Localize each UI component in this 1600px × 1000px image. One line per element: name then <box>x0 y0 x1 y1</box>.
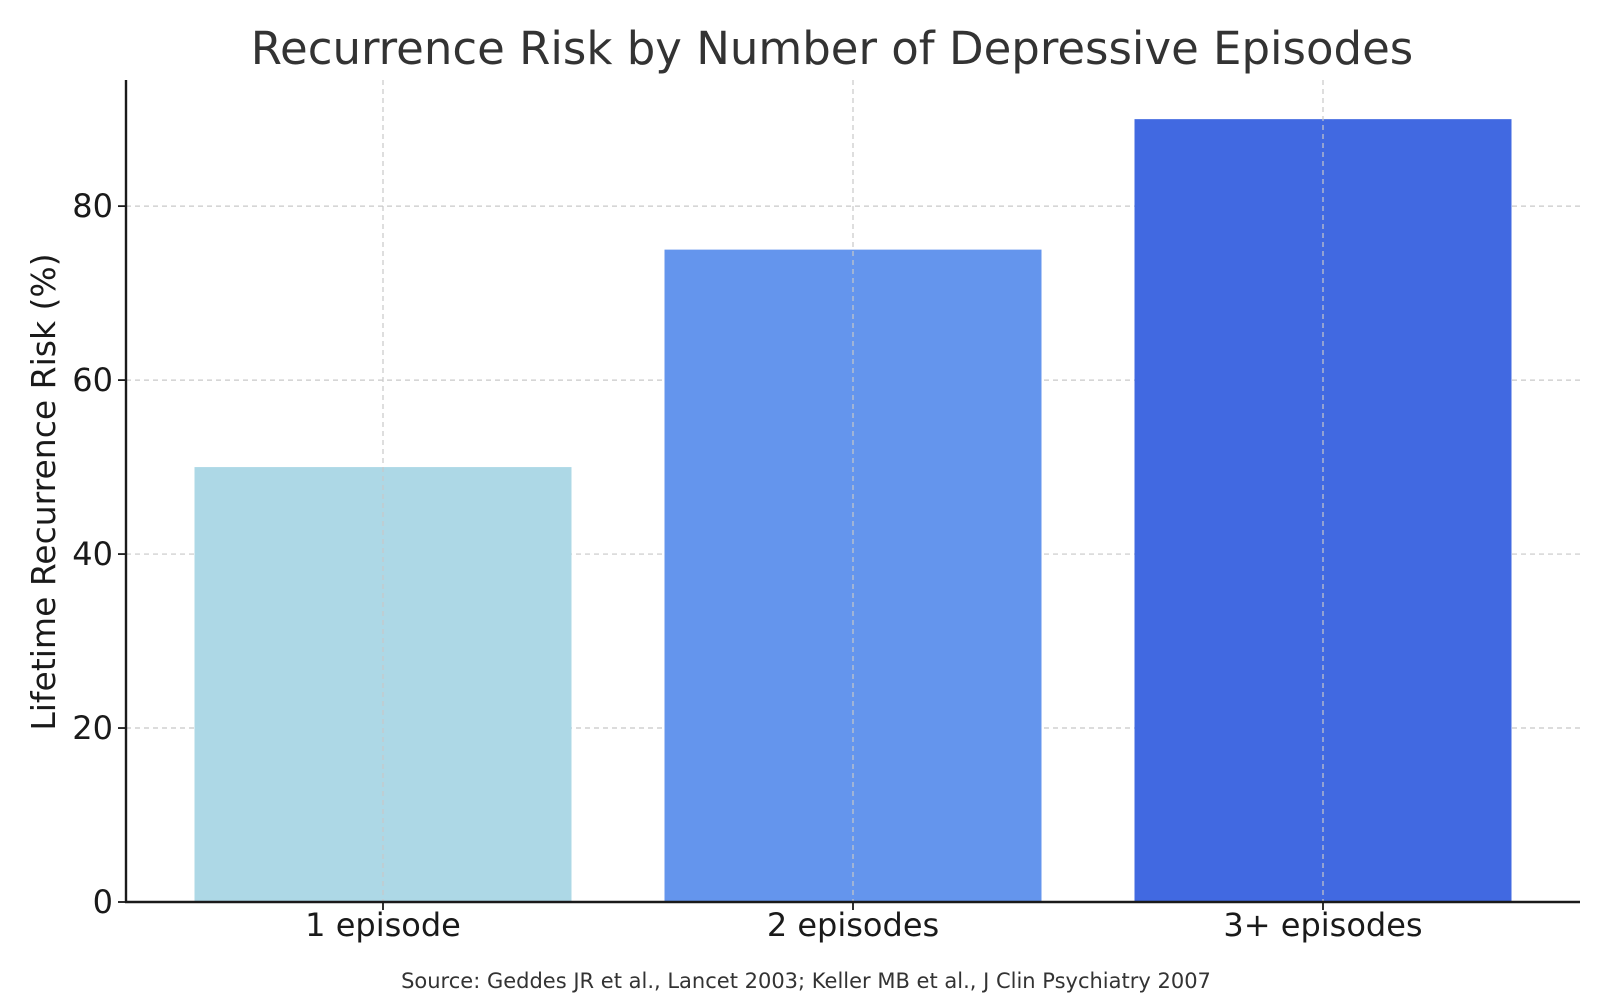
vertical-grid-lines <box>382 80 1324 902</box>
y-axis-label: Lifetime Recurrence Risk (%) <box>24 253 63 730</box>
x-ticks: 1 episode 2 episodes 3+ episodes <box>305 902 1423 944</box>
y-tick-label: 80 <box>72 187 113 225</box>
x-tick-label: 1 episode <box>305 906 461 944</box>
x-tick-label: 3+ episodes <box>1223 906 1422 944</box>
bar-3-episodes <box>1134 119 1512 902</box>
y-tick-label: 20 <box>72 709 113 747</box>
y-ticks: 0 20 40 60 80 <box>72 187 126 921</box>
chart-title: Recurrence Risk by Number of Depressive … <box>251 22 1413 75</box>
source-note: Source: Geddes JR et al., Lancet 2003; K… <box>401 969 1211 993</box>
y-tick-label: 40 <box>72 535 113 573</box>
y-tick-label: 60 <box>72 361 113 399</box>
y-tick-label: 0 <box>93 883 113 921</box>
x-tick-label: 2 episodes <box>767 906 939 944</box>
